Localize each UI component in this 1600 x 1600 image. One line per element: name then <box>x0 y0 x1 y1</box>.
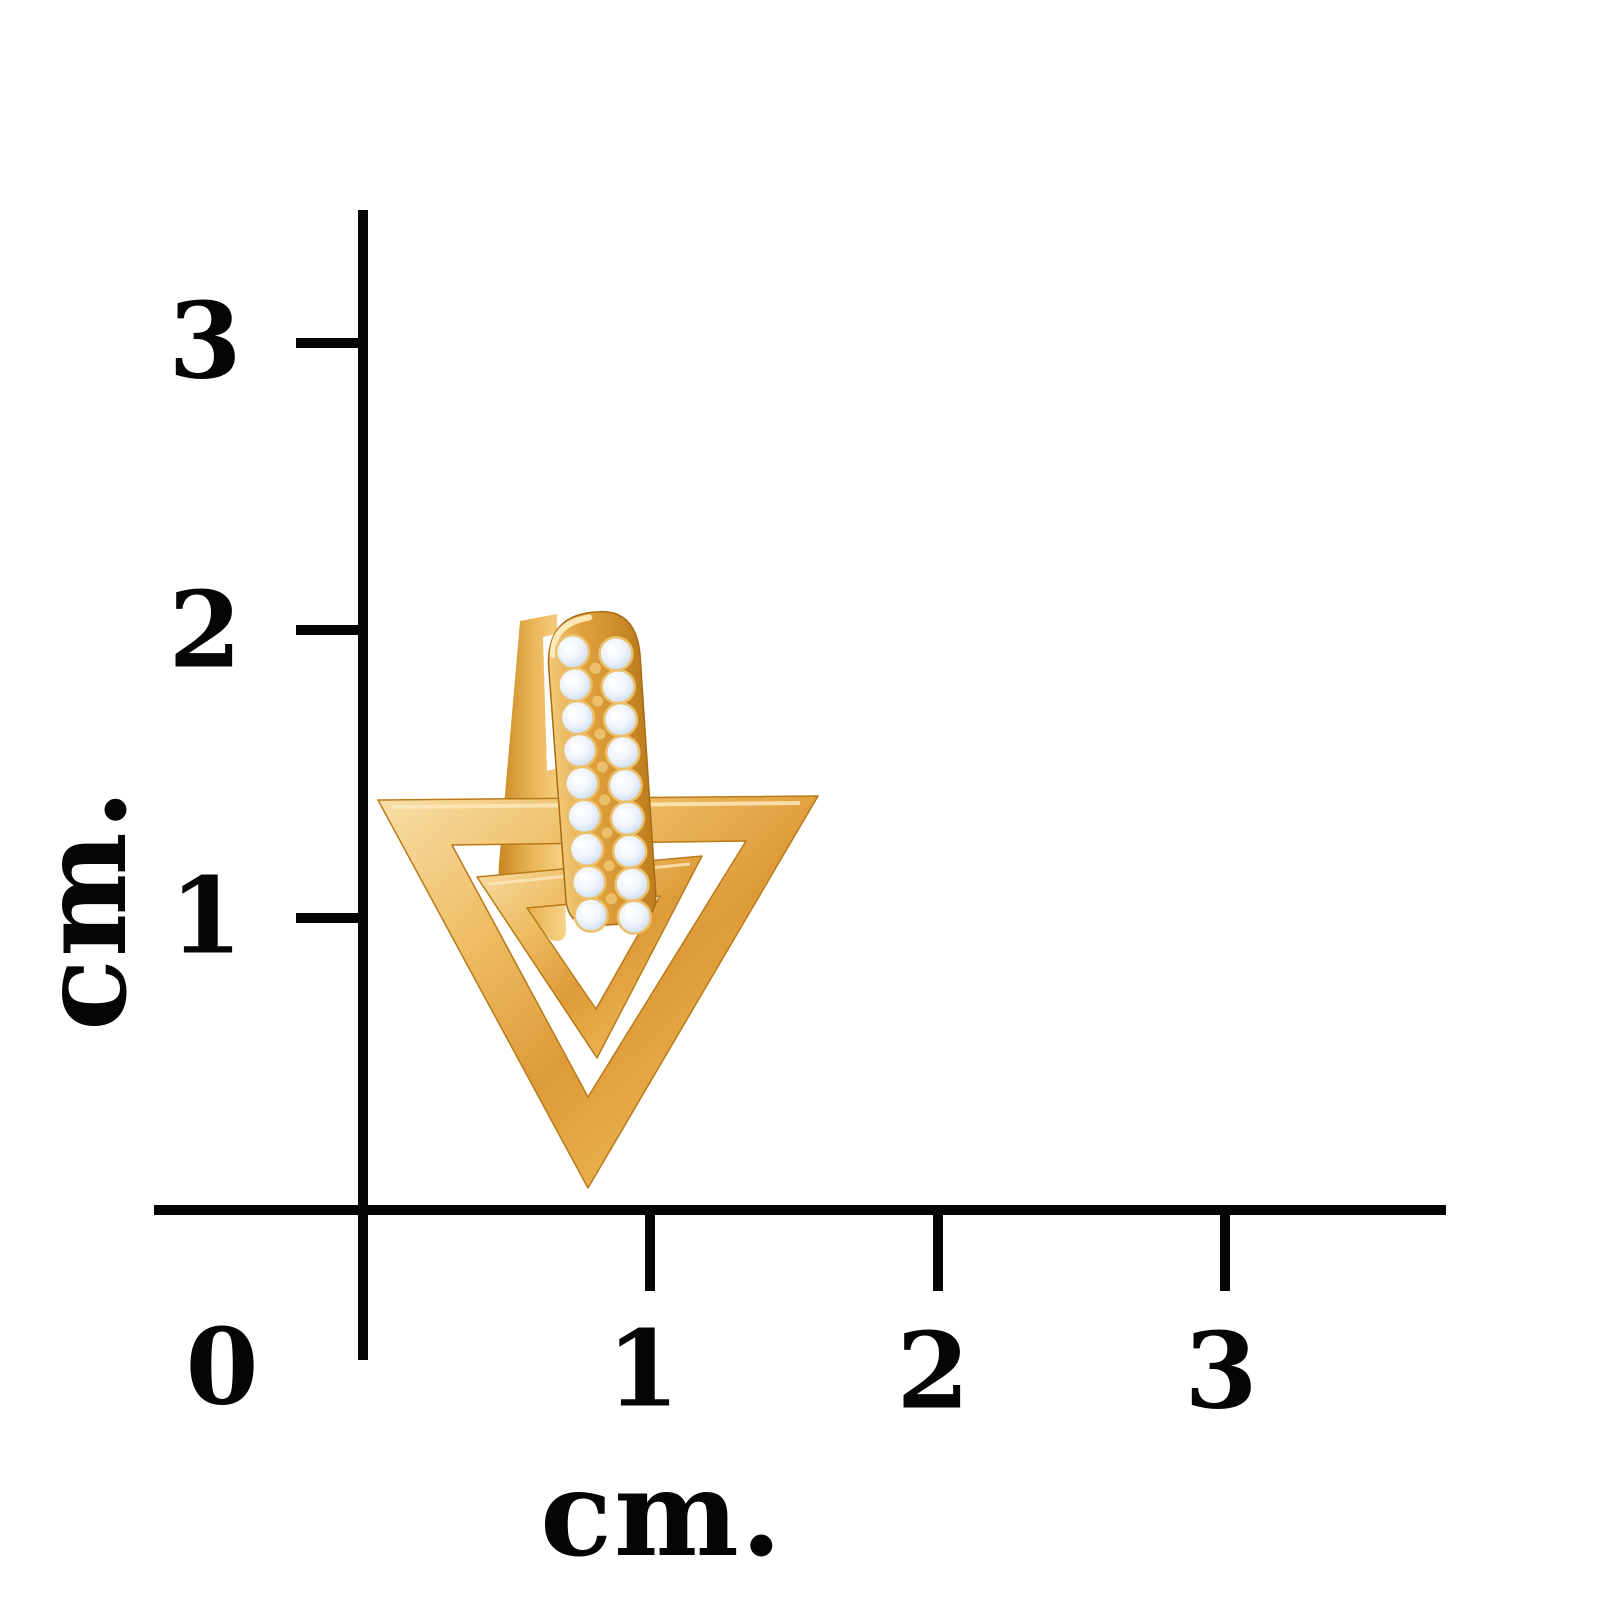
pave-crystal <box>568 831 605 868</box>
x-tick-label-3: 3 <box>1184 1308 1258 1433</box>
pave-crystal <box>598 635 634 672</box>
pave-crystal <box>616 899 653 935</box>
crystal-sparkle <box>618 809 627 818</box>
crystal-sparkle <box>615 776 624 785</box>
x-tick-3 <box>1220 1215 1230 1291</box>
y-tick-label-3: 3 <box>168 278 242 403</box>
pave-crystal <box>564 765 600 802</box>
y-axis-line <box>358 210 368 1360</box>
crystal-sparkle <box>563 643 572 652</box>
crystal-sparkle <box>574 807 583 816</box>
crystal-sparkle <box>606 645 615 654</box>
pave-hoop <box>547 610 657 935</box>
y-tick-label-2: 2 <box>168 567 242 692</box>
crystal-sparkle <box>625 908 634 917</box>
crystal-sparkle <box>613 743 622 752</box>
pave-prong <box>603 860 615 872</box>
pave-prong <box>596 761 608 773</box>
y-tick-label-1: 1 <box>169 853 243 978</box>
pave-prong <box>599 794 611 806</box>
pave-crystal <box>600 668 636 705</box>
measurement-axes <box>154 210 1446 1360</box>
crystal-sparkle <box>581 906 590 915</box>
y-tick-3 <box>296 338 363 348</box>
pave-crystal <box>573 897 609 933</box>
x-tick-1 <box>645 1215 655 1291</box>
pave-crystal <box>607 767 643 804</box>
x-tick-label-1: 1 <box>606 1306 680 1431</box>
pave-prong <box>589 662 601 674</box>
pave-crystal <box>571 864 607 900</box>
x-axis-unit-label: cm. <box>540 1444 784 1583</box>
crystal-sparkle <box>565 676 574 685</box>
pave-prong <box>601 827 613 839</box>
pave-crystal <box>557 666 593 703</box>
pave-crystal <box>561 732 598 769</box>
x-tick-label-0: 0 <box>185 1304 259 1429</box>
pave-crystal <box>602 701 639 738</box>
crystal-sparkle <box>622 875 631 884</box>
crystal-sparkle <box>577 840 586 849</box>
y-tick-1 <box>296 913 363 923</box>
pave-crystal <box>609 800 646 837</box>
pave-prong <box>592 695 604 707</box>
x-tick-label-2: 2 <box>896 1308 970 1433</box>
crystal-sparkle <box>608 678 617 687</box>
x-axis-line <box>154 1205 1446 1215</box>
pave-crystal <box>559 699 596 736</box>
y-axis-unit-label: cm. <box>14 787 153 1031</box>
pave-prong <box>605 893 617 905</box>
pave-crystal <box>605 734 641 771</box>
crystal-sparkle <box>567 708 576 717</box>
pave-crystal <box>566 798 602 835</box>
pave-crystal <box>611 833 648 870</box>
y-tick-2 <box>296 625 363 635</box>
pave-band-highlight <box>549 614 593 659</box>
crystal-grid <box>554 634 653 935</box>
pave-crystal <box>614 866 650 902</box>
x-tick-2 <box>933 1215 943 1291</box>
crystal-sparkle <box>570 741 579 750</box>
earring-photo <box>377 610 819 1189</box>
crystal-sparkle <box>579 873 588 882</box>
pave-prong <box>594 728 606 740</box>
crystal-sparkle <box>611 710 620 719</box>
crystal-sparkle <box>620 842 629 851</box>
crystal-sparkle <box>572 774 581 783</box>
pave-crystal <box>554 634 591 670</box>
